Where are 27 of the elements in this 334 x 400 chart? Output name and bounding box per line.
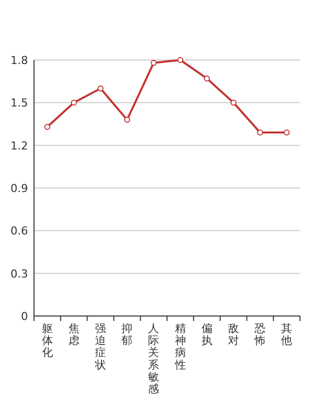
y-tick-label: 0.3	[10, 267, 28, 280]
point	[257, 130, 264, 136]
x-tick-label: 人际关系敏感	[148, 322, 160, 396]
point	[177, 57, 184, 63]
point	[44, 124, 50, 130]
x-tick-label: 抑郁	[122, 322, 133, 348]
y-tick-label: 0	[21, 310, 28, 323]
y-tick-label: 0.9	[10, 182, 28, 195]
x-tick-label: 精神病性	[174, 322, 186, 372]
point	[150, 60, 157, 66]
point	[204, 75, 210, 82]
point	[98, 85, 104, 92]
y-tick-label: 0.6	[10, 224, 28, 238]
y-tick-label: 1.8	[10, 54, 28, 67]
x-tick-label: 强迫症状	[94, 322, 106, 372]
point	[124, 116, 130, 123]
point	[70, 100, 77, 106]
x-tick-label: 敌对	[228, 322, 239, 348]
x-tick-label: 恐怖	[254, 322, 266, 348]
x-tick-label: 其他	[281, 322, 292, 348]
y-tick-label: 1.5	[10, 96, 28, 110]
x-tick-label: 躯体化	[42, 322, 53, 360]
x-tick-label: 偏执	[201, 322, 212, 348]
y-tick-label: 1.2	[10, 139, 28, 152]
point	[230, 100, 236, 106]
x-tick-label: 焦虑	[68, 322, 80, 348]
point	[284, 130, 290, 136]
